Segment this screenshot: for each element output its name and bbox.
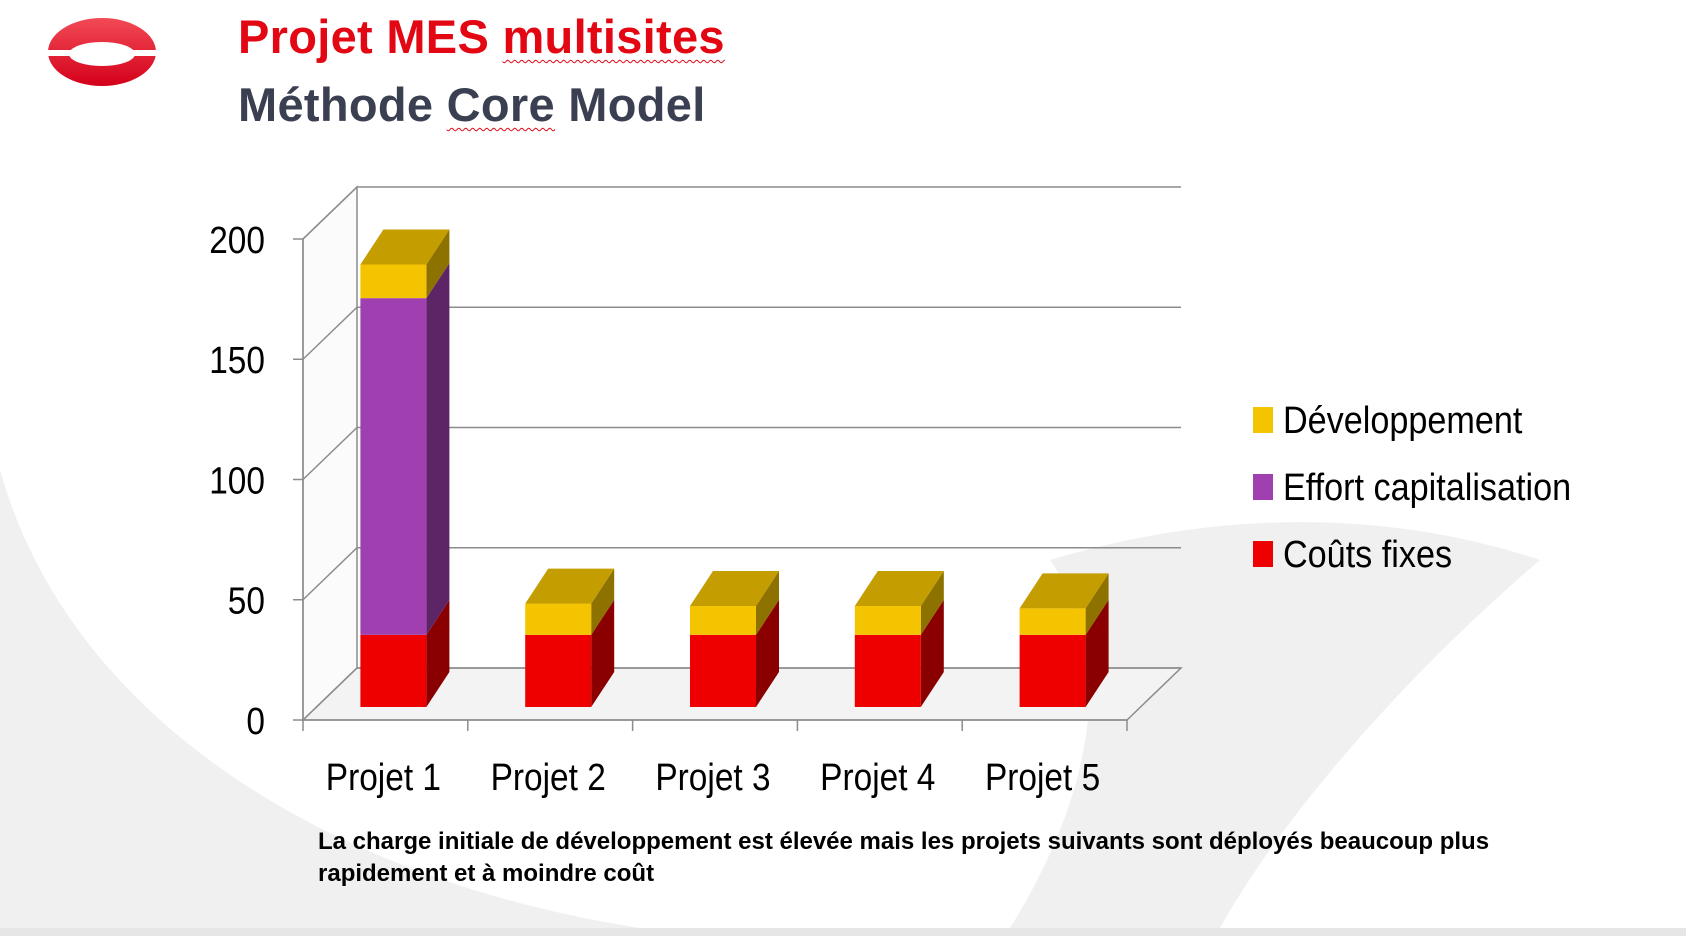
- bar-3-d-veloppement-side: [756, 570, 779, 635]
- legend-swatch-effort-capitalisation: [1253, 474, 1273, 500]
- slide-title-part2: multisites: [502, 10, 725, 63]
- red-ring-logo-icon: [44, 18, 164, 86]
- slide-title-part1: Projet MES: [238, 10, 503, 63]
- bar-2-d-veloppement-top: [525, 568, 615, 604]
- bar-1-effort-capitalisation: [360, 298, 427, 635]
- gridline-100: [302, 426, 1181, 481]
- bar-3-d-veloppement-top: [690, 570, 779, 606]
- slide-subtitle-part2: Core: [446, 78, 555, 131]
- slide-title: Projet MES multisites: [238, 8, 725, 66]
- gridline-150: [302, 306, 1181, 360]
- bar-2-d-veloppement: [525, 603, 592, 635]
- bar-5-d-veloppement: [1019, 608, 1086, 635]
- gridline-50: [302, 547, 1181, 601]
- bar-4-d-veloppement: [854, 605, 921, 635]
- title-block: Projet MES multisites Méthode Core Model: [238, 8, 725, 134]
- bar-4-co-ts-fixes-side: [920, 599, 944, 707]
- bar-5-d-veloppement-side: [1085, 573, 1109, 635]
- bar-3-co-ts-fixes-side: [756, 599, 779, 707]
- legend-swatch-co-ts-fixes: [1253, 541, 1273, 567]
- slide-subtitle-part1: Méthode: [238, 78, 447, 131]
- bar-2-d-veloppement-side: [591, 568, 615, 635]
- bar-4-d-veloppement-side: [920, 570, 944, 635]
- bar-5-d-veloppement-top: [1019, 573, 1109, 609]
- x-tick-label-4: Projet 4: [820, 756, 935, 798]
- y-tick-label-50: 50: [228, 580, 265, 622]
- legend-label-effort-capitalisation: Effort capitalisation: [1283, 465, 1571, 508]
- bar-1-effort-capitalisation-side: [426, 263, 450, 635]
- y-tick-label-150: 150: [209, 339, 265, 381]
- y-tick-label-200: 200: [209, 219, 265, 261]
- gridline-200: [302, 186, 1181, 240]
- bar-2-co-ts-fixes-side: [591, 599, 615, 707]
- x-tick-label-2: Projet 2: [491, 756, 606, 798]
- slide-subtitle: Méthode Core Model: [238, 76, 725, 134]
- bar-4-co-ts-fixes: [854, 634, 921, 707]
- bar-3-d-veloppement: [690, 605, 756, 635]
- legend-label-co-ts-fixes: Coûts fixes: [1283, 532, 1452, 575]
- slide-caption: La charge initiale de développement est …: [318, 828, 1490, 887]
- bar-1-d-veloppement: [360, 264, 427, 299]
- bar-4-d-veloppement-top: [854, 570, 944, 606]
- legend-label-d-veloppement: Développement: [1283, 398, 1522, 441]
- x-tick-label-1: Projet 1: [326, 756, 441, 798]
- bar-5-co-ts-fixes-side: [1085, 599, 1109, 707]
- bar-2-co-ts-fixes: [525, 634, 592, 707]
- bar-5-co-ts-fixes: [1019, 634, 1086, 707]
- bar-1-co-ts-fixes-side: [426, 599, 450, 707]
- bar-1-d-veloppement-top: [360, 229, 450, 265]
- bar-1-co-ts-fixes: [360, 634, 427, 707]
- bar-3-co-ts-fixes: [690, 634, 756, 707]
- bar-1-d-veloppement-side: [426, 229, 450, 299]
- y-tick-label-0: 0: [246, 700, 265, 742]
- x-tick-label-5: Projet 5: [985, 756, 1100, 798]
- y-tick-label-100: 100: [209, 460, 265, 502]
- slide-subtitle-part3: Model: [554, 78, 706, 131]
- legend-swatch-d-veloppement: [1253, 407, 1273, 433]
- x-tick-label-3: Projet 3: [655, 756, 770, 798]
